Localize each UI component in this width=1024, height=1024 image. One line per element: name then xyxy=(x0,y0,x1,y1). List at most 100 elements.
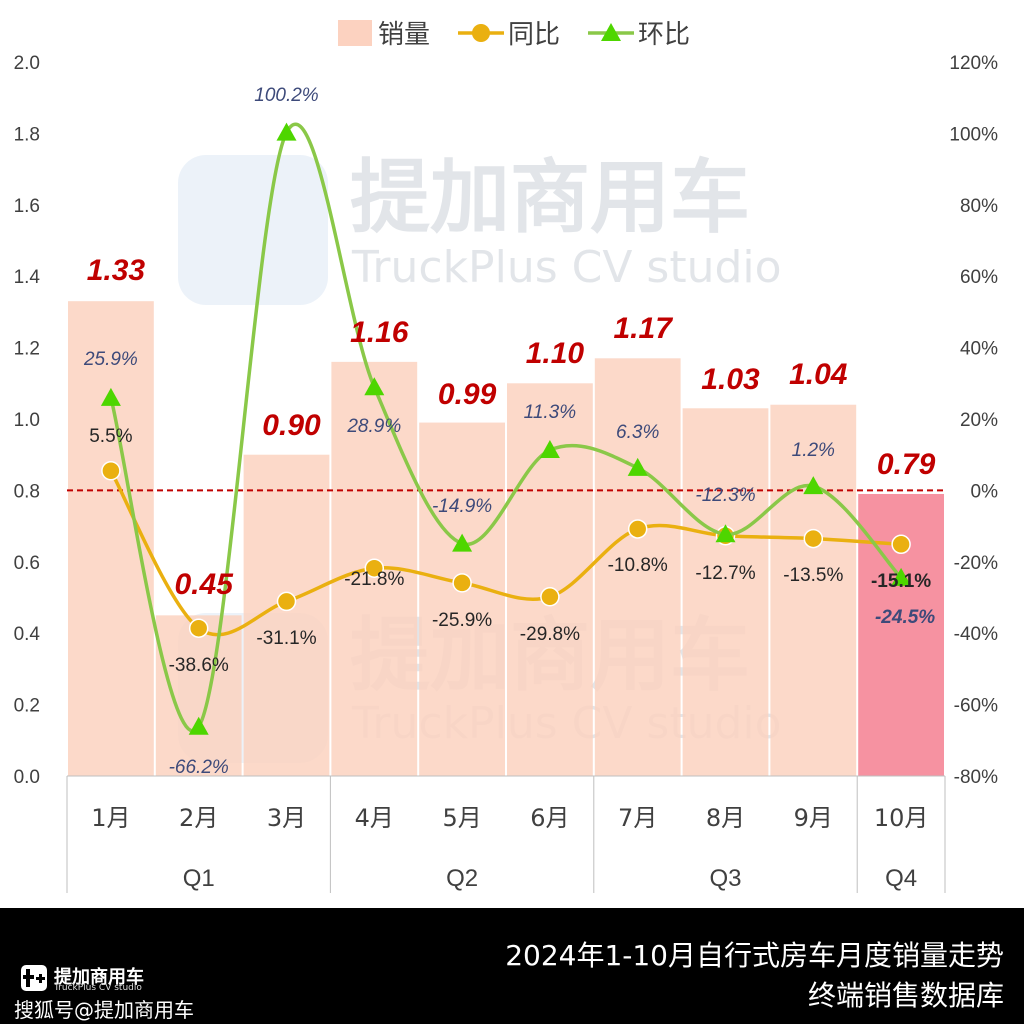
sales-bar xyxy=(68,301,154,776)
x-quarter-label: Q3 xyxy=(709,865,741,892)
y-right-tick-label: 0% xyxy=(971,481,999,502)
mom-data-label: 25.9% xyxy=(83,349,138,370)
yoy-data-label: 5.5% xyxy=(89,426,132,447)
source-text: 搜狐号@提加商用车 xyxy=(14,998,194,1022)
y-right-tick-label: 60% xyxy=(960,267,998,288)
mom-point xyxy=(452,533,473,552)
x-month-label: 5月 xyxy=(442,804,481,832)
yoy-point xyxy=(803,528,824,549)
yoy-data-label: -25.9% xyxy=(432,610,492,631)
mom-data-label: 6.3% xyxy=(616,422,659,443)
legend-label-mom: 环比 xyxy=(638,20,690,50)
truckplus-logo-icon xyxy=(21,965,47,991)
yoy-point xyxy=(188,618,209,638)
y-left-tick-label: 0.0 xyxy=(14,767,40,788)
y-left-tick-label: 1.0 xyxy=(14,410,40,431)
sales-data-label: 1.17 xyxy=(614,312,674,345)
x-month-label: 7月 xyxy=(618,804,657,832)
mom-point xyxy=(188,716,209,735)
mom-data-label: 100.2% xyxy=(254,85,319,106)
y-right-tick-label: 40% xyxy=(960,339,998,360)
y-left-tick-label: 1.4 xyxy=(14,267,41,288)
mom-data-label: -24.5% xyxy=(875,607,935,628)
x-month-label: 8月 xyxy=(706,804,745,832)
watermark-text-en: TruckPlus CV studio xyxy=(351,242,782,293)
x-quarter-label: Q1 xyxy=(183,865,215,892)
yoy-data-label: -31.1% xyxy=(256,628,316,649)
sales-data-label: 1.10 xyxy=(526,337,585,370)
mom-data-label: 28.9% xyxy=(346,416,401,437)
yoy-data-label: -10.8% xyxy=(608,555,668,576)
x-quarter-label: Q4 xyxy=(885,865,917,892)
sales-bar xyxy=(243,454,330,776)
legend-swatch-sales xyxy=(338,20,372,46)
yoy-data-label: -21.8% xyxy=(344,569,404,590)
y-right-tick-label: -80% xyxy=(954,767,998,788)
x-month-label: 9月 xyxy=(794,804,833,832)
footer: 提加商用车 TruckPlus CV studio 搜狐号@提加商用车 2024… xyxy=(0,908,1024,1024)
mom-point xyxy=(891,567,912,586)
mom-data-label: 1.2% xyxy=(792,440,835,461)
x-month-label: 3月 xyxy=(267,804,306,832)
x-month-label: 6月 xyxy=(530,804,569,832)
sales-data-label: 0.79 xyxy=(877,448,936,481)
yoy-point xyxy=(627,519,648,539)
x-month-label: 10月 xyxy=(874,804,929,832)
y-left-tick-label: 1.8 xyxy=(14,124,40,145)
sales-data-label: 1.16 xyxy=(350,316,409,349)
yoy-point xyxy=(452,573,472,593)
y-left-tick-label: 1.6 xyxy=(14,196,40,217)
yoy-series-line xyxy=(109,469,902,637)
yoy-point xyxy=(276,591,297,612)
sales-bar xyxy=(770,404,857,776)
x-month-label: 2月 xyxy=(179,804,218,832)
footer-subtitle: 终端销售数据库 xyxy=(807,979,1004,1012)
legend-label-yoy: 同比 xyxy=(508,20,560,50)
legend-marker-mom xyxy=(601,23,621,41)
y-right-tick-label: 100% xyxy=(949,124,998,145)
mom-data-label: -12.3% xyxy=(695,485,755,506)
yoy-data-label: -38.6% xyxy=(169,655,229,676)
mom-point xyxy=(803,476,824,495)
mom-data-label: -14.9% xyxy=(432,496,492,517)
sales-bar xyxy=(682,408,769,776)
watermark-logo-icon xyxy=(178,155,328,305)
y-left-tick-label: 0.4 xyxy=(14,624,41,645)
sales-data-label: 0.99 xyxy=(438,378,497,411)
x-month-label: 1月 xyxy=(91,804,130,832)
yoy-point xyxy=(101,461,121,481)
mom-series-line xyxy=(109,122,903,733)
yoy-data-label: -12.7% xyxy=(695,563,755,584)
yoy-data-label: -15.1% xyxy=(871,571,931,592)
mom-point xyxy=(539,440,560,459)
y-right-tick-label: -40% xyxy=(954,624,998,645)
y-right-tick-label: 120% xyxy=(949,53,998,74)
mom-data-label: -66.2% xyxy=(169,757,229,778)
y-right-tick-label: 20% xyxy=(960,410,998,431)
sales-bar xyxy=(594,358,681,776)
logo-subtitle: TruckPlus CV studio xyxy=(54,983,142,993)
sales-bar xyxy=(419,422,505,776)
yoy-point xyxy=(364,558,385,578)
legend-marker-yoy xyxy=(472,24,490,42)
mom-point xyxy=(100,387,121,406)
sales-data-label: 1.33 xyxy=(87,254,146,287)
mom-point xyxy=(364,377,385,396)
legend-label-sales: 销量 xyxy=(378,20,430,50)
y-left-tick-label: 0.2 xyxy=(14,696,40,717)
sales-data-label: 0.45 xyxy=(175,568,235,601)
y-left-tick-label: 0.8 xyxy=(14,481,40,502)
logo-name: 提加商用车 xyxy=(54,967,144,988)
y-left-tick-label: 0.6 xyxy=(14,553,40,574)
y-left-tick-label: 2.0 xyxy=(14,53,40,74)
sales-bar xyxy=(155,615,242,776)
mom-data-label: 11.3% xyxy=(524,402,577,423)
x-month-label: 4月 xyxy=(355,804,394,832)
y-left-tick-label: 1.2 xyxy=(14,339,40,360)
yoy-point xyxy=(540,587,560,607)
x-quarter-label: Q2 xyxy=(446,865,478,892)
sales-data-label: 1.03 xyxy=(701,363,760,396)
yoy-data-label: -13.5% xyxy=(783,565,843,586)
yoy-data-label: -29.8% xyxy=(520,624,580,645)
